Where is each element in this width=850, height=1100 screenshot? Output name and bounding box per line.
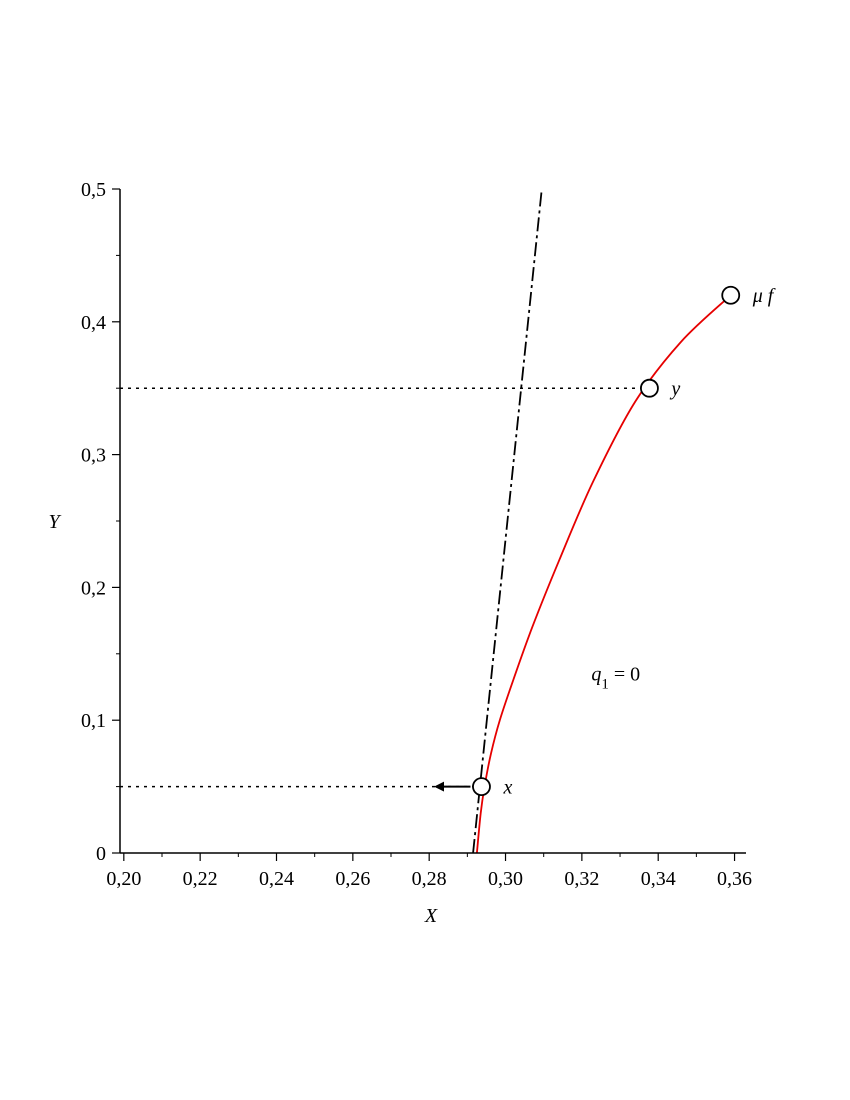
- x-tick-label: 0,22: [183, 868, 218, 890]
- marker-label: y: [669, 378, 680, 400]
- y-tick-label: 0,4: [81, 312, 106, 334]
- y-tick-label: 0,5: [81, 179, 106, 201]
- q-equals: = 0: [609, 663, 640, 685]
- x-tick-label: 0,20: [106, 868, 141, 890]
- marker-circle: [721, 285, 741, 305]
- marker-circle: [640, 378, 659, 398]
- marker-label: μ f: [752, 285, 776, 307]
- x-tick-label: 0,34: [641, 868, 676, 890]
- axes: [119, 189, 746, 854]
- marker-circle: [472, 777, 491, 796]
- x-tick-label: 0,28: [412, 868, 447, 890]
- dash-dot-line: [472, 188, 543, 854]
- y-axis-label: Y: [48, 511, 61, 533]
- x-tick-label: 0,26: [335, 868, 370, 890]
- ticks: 0,20 0,22 0,24 0,26 0,28 0,30 0,32 0,34 0,36 0 0,1…: [81, 179, 752, 890]
- x-tick-label: 0,30: [488, 868, 523, 890]
- q-symbol: q: [591, 663, 601, 685]
- x-tick-label: 0,36: [717, 868, 752, 890]
- y-tick-label: 0: [96, 843, 106, 865]
- series-layer: [472, 188, 732, 854]
- red-curve: [476, 294, 732, 854]
- x-axis-label: X: [424, 905, 438, 927]
- x-tick-label: 0,24: [259, 868, 294, 890]
- q1-annotation: q1 = 0: [591, 663, 640, 692]
- y-tick-label: 0,1: [81, 710, 106, 732]
- reference-lines: [120, 387, 650, 792]
- y-tick-label: 0,2: [81, 577, 106, 599]
- marker-label: x: [502, 777, 512, 799]
- q-subscript: 1: [601, 676, 609, 692]
- y-tick-label: 0,3: [81, 445, 106, 467]
- annotations: q1 = 0: [591, 663, 640, 692]
- x-tick-label: 0,32: [564, 868, 599, 890]
- markers: x y μ f: [472, 285, 776, 799]
